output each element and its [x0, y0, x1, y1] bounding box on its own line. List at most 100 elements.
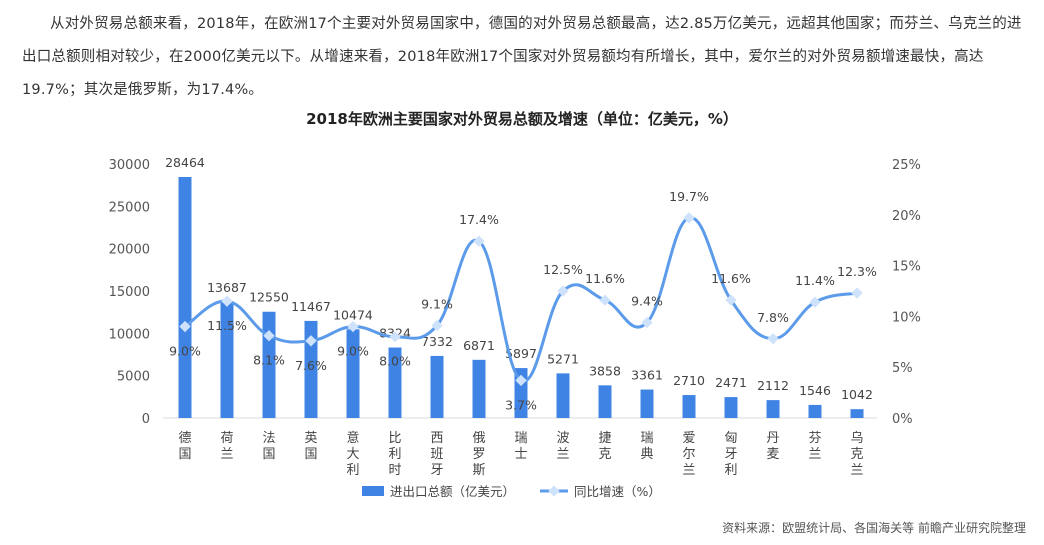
- category-label: 比: [388, 431, 401, 446]
- bar-value-label: 2710: [673, 373, 705, 388]
- line-value-label: 8.0%: [379, 354, 411, 369]
- category-label: 斯: [472, 463, 485, 478]
- line-value-label: 9.0%: [337, 344, 369, 359]
- category-label: 克: [850, 447, 863, 462]
- bar: [682, 395, 696, 418]
- category-label: 兰: [556, 447, 569, 462]
- bar: [766, 400, 780, 418]
- category-label: 意: [346, 430, 359, 446]
- bar: [598, 385, 612, 418]
- line-marker: [725, 294, 737, 306]
- left-axis-tick: 5000: [117, 370, 150, 385]
- line-value-label: 9.4%: [631, 293, 663, 308]
- source-note: 资料来源：欧盟统计局、各国海关等 前瞻产业研究院整理: [722, 521, 1026, 535]
- left-axis-tick: 25000: [109, 200, 150, 215]
- bar-value-label: 1546: [799, 383, 831, 398]
- line-marker: [683, 212, 695, 224]
- bar: [388, 347, 402, 418]
- bar-value-label: 3858: [589, 363, 621, 378]
- category-label: 芬: [808, 431, 821, 446]
- category-label: 兰: [808, 447, 821, 462]
- category-label: 丹: [766, 431, 779, 446]
- bar-value-label: 5897: [505, 346, 537, 361]
- bar-value-label: 11467: [291, 299, 331, 314]
- line-value-label: 7.8%: [757, 310, 789, 325]
- right-axis-tick: 0%: [892, 412, 913, 427]
- category-label: 俄: [472, 431, 485, 446]
- category-label: 捷: [598, 431, 611, 446]
- category-label: 兰: [220, 447, 233, 462]
- bar-value-label: 1042: [841, 387, 873, 402]
- category-label: 利: [388, 447, 401, 462]
- bar: [724, 397, 738, 418]
- category-label: 波: [556, 431, 569, 446]
- line-marker: [347, 320, 359, 333]
- line-value-label: 17.4%: [459, 212, 499, 227]
- line-marker: [179, 320, 191, 333]
- line-value-label: 9.0%: [169, 344, 201, 359]
- line-marker: [641, 316, 653, 329]
- bar-value-label: 3361: [631, 368, 663, 383]
- category-label: 匈: [724, 431, 737, 446]
- line-value-label: 3.7%: [505, 397, 537, 412]
- category-label: 士: [514, 447, 527, 462]
- right-axis-tick: 25%: [892, 158, 921, 173]
- bar: [346, 329, 360, 418]
- category-label: 国: [304, 447, 317, 462]
- category-label: 利: [724, 463, 737, 478]
- bar-value-label: 12550: [249, 290, 289, 305]
- bar: [640, 389, 654, 418]
- bar: [220, 302, 234, 418]
- line-marker: [263, 330, 275, 342]
- category-label: 牙: [430, 463, 443, 478]
- bar-value-label: 10474: [333, 307, 373, 322]
- bar-value-label: 6871: [463, 338, 495, 353]
- line-value-label: 19.7%: [669, 189, 709, 204]
- line-value-label: 12.3%: [837, 264, 877, 279]
- legend-line-label: 同比增速（%）: [574, 484, 661, 499]
- legend-line-marker: [548, 485, 560, 497]
- category-label: 时: [388, 463, 401, 478]
- line-marker: [221, 295, 233, 307]
- line-marker: [389, 331, 401, 343]
- line-value-label: 8.1%: [253, 353, 285, 368]
- legend-bar-label: 进出口总额（亿美元）: [390, 484, 515, 499]
- left-axis-tick: 10000: [109, 327, 150, 342]
- category-label: 班: [430, 447, 443, 462]
- bar-value-label: 28464: [165, 155, 205, 170]
- line-value-label: 7.6%: [295, 358, 327, 373]
- intro-paragraph: 从对外贸易总额来看，2018年，在欧洲17个主要对外贸易国家中，德国的对外贸易总…: [22, 16, 1022, 98]
- line-marker: [599, 294, 611, 306]
- category-label: 德: [178, 431, 191, 446]
- bar-value-label: 7332: [421, 334, 453, 349]
- bar: [556, 373, 570, 418]
- bar: [178, 177, 192, 418]
- line-marker: [557, 285, 569, 297]
- bar: [808, 404, 822, 418]
- left-axis-tick: 20000: [109, 243, 150, 258]
- category-label: 兰: [850, 463, 863, 478]
- left-axis-tick: 0: [142, 412, 150, 427]
- category-label: 英: [304, 431, 317, 446]
- line-value-label: 11.6%: [711, 271, 751, 286]
- category-label: 兰: [682, 463, 695, 478]
- line-marker: [473, 235, 485, 247]
- chart-title: 2018年欧洲主要国家对外贸易总额及增速（单位：亿美元，%）: [306, 110, 738, 128]
- line-value-label: 11.6%: [585, 271, 625, 286]
- category-label: 典: [640, 447, 653, 462]
- category-label: 牙: [724, 447, 737, 462]
- category-label: 麦: [766, 447, 779, 462]
- category-label: 利: [346, 463, 359, 478]
- line-value-label: 12.5%: [543, 262, 583, 277]
- category-label: 瑞: [640, 431, 653, 446]
- category-label: 瑞: [514, 431, 527, 446]
- right-axis-tick: 15%: [892, 260, 921, 275]
- right-axis-tick: 5%: [892, 361, 913, 376]
- line-marker: [431, 319, 443, 332]
- line-value-label: 9.1%: [421, 297, 453, 312]
- category-label: 荷: [220, 431, 233, 446]
- right-axis-tick: 10%: [892, 310, 921, 325]
- legend-bar-swatch: [362, 486, 384, 496]
- left-axis-tick: 15000: [109, 285, 150, 300]
